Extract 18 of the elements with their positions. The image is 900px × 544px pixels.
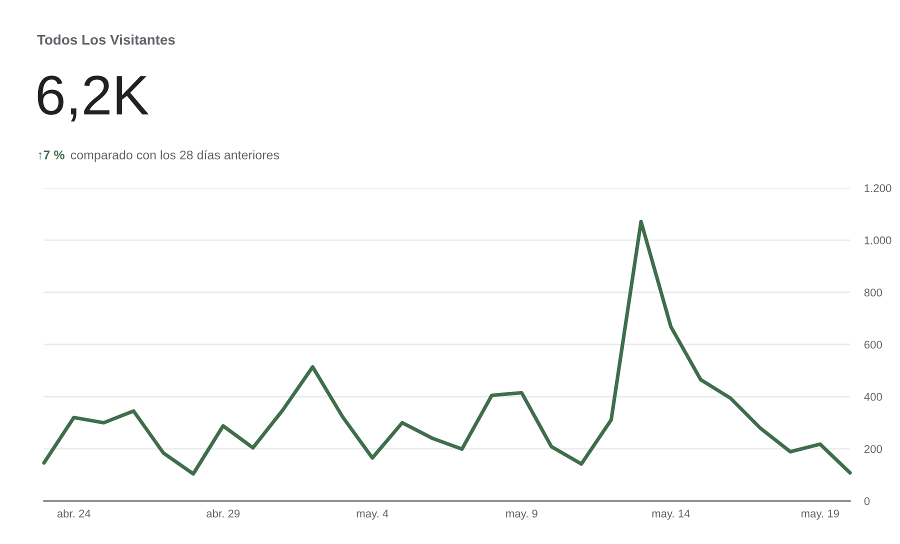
y-tick-label: 1.200 (864, 184, 892, 192)
y-tick-label: 400 (864, 392, 882, 401)
x-tick-label: may. 4 (356, 510, 388, 520)
x-tick-label: may. 19 (802, 510, 839, 520)
chart-title: Todos Los Visitantes (37, 34, 175, 45)
text: comparado con los 28 días anteriores (70, 150, 280, 162)
text: ↑7 % (38, 150, 64, 160)
y-tick-label: 1.000 (864, 236, 892, 244)
chart-subtitle: 6,2K (38, 76, 149, 122)
x-tick-label: abr. 24 (57, 509, 91, 518)
x-tick-label: may. 14 (652, 510, 690, 520)
x-tick-label: abr. 29 (206, 509, 240, 518)
line-series (42, 220, 852, 476)
y-tick-label: 0 (864, 497, 870, 506)
y-tick-label: 800 (864, 288, 882, 296)
y-tick-label: 200 (864, 445, 882, 453)
y-tick-label: 600 (864, 340, 882, 349)
x-tick-label: may. 9 (506, 510, 538, 520)
